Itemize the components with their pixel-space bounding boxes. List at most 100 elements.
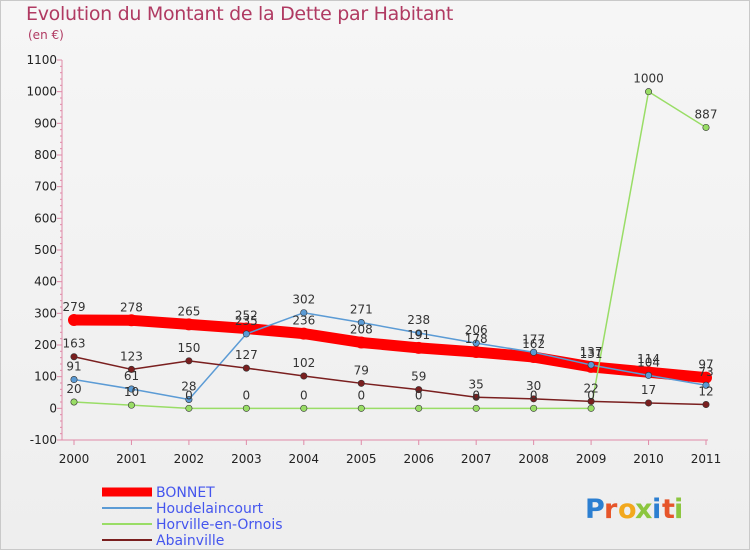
series-line-houdelaincourt: [73, 311, 707, 401]
data-point: [415, 329, 423, 337]
data-point: [242, 364, 250, 372]
data-label: 0: [357, 388, 365, 402]
legend-label: Houdelaincourt: [156, 501, 264, 517]
data-point: [587, 404, 595, 412]
data-point: [702, 401, 710, 409]
data-point: [357, 404, 365, 412]
data-point: [530, 348, 538, 356]
chart-subtitle: (en €): [28, 28, 64, 42]
y-tick-label: 100: [34, 370, 57, 384]
x-tick-label: 2003: [231, 452, 262, 466]
data-label: 150: [177, 341, 200, 355]
data-label: 131: [580, 347, 603, 361]
data-point: [70, 398, 78, 406]
data-point: [182, 318, 195, 331]
data-labels: 279 278 265 252 236 208 191 178 162 131 114 97 91 61 2…: [63, 72, 718, 403]
data-point: [127, 365, 135, 373]
y-tick-label: 200: [34, 338, 57, 352]
data-point: [125, 314, 138, 327]
data-point: [530, 395, 538, 403]
data-label: 162: [522, 337, 545, 351]
x-tick-label: 2010: [633, 452, 664, 466]
data-label: 0: [587, 388, 595, 402]
data-label: 20: [66, 382, 81, 396]
data-point: [242, 404, 250, 412]
legend-label: Horville-en-Ornois: [156, 517, 283, 533]
legend: BONNETHoudelaincourtHorville-en-OrnoisAb…: [102, 485, 283, 549]
data-label: 28: [181, 379, 196, 393]
data-label: 17: [641, 383, 656, 397]
data-label: 0: [530, 388, 538, 402]
x-tick-label: 2005: [346, 452, 377, 466]
data-point: [300, 404, 308, 412]
y-tick-label: 1100: [26, 53, 57, 67]
data-label: 137: [580, 345, 603, 359]
data-point: [357, 379, 365, 387]
data-label: 887: [695, 107, 718, 121]
series-layer: [68, 88, 712, 412]
y-tick-label: 300: [34, 306, 57, 320]
data-label: 0: [185, 388, 193, 402]
series-line-horville-en-ornois: [73, 90, 707, 410]
data-label: 0: [300, 388, 308, 402]
data-label: 61: [124, 369, 139, 383]
y-tick-label: 900: [34, 116, 57, 130]
data-label: 238: [407, 313, 430, 327]
data-label: 178: [465, 332, 488, 346]
x-tick-label: 2009: [576, 452, 607, 466]
data-point: [242, 330, 250, 338]
data-point: [587, 361, 595, 369]
y-tick-label: 700: [34, 180, 57, 194]
data-point: [297, 327, 310, 340]
data-label: 302: [292, 293, 315, 307]
data-point: [127, 401, 135, 409]
logo-letter: r: [604, 494, 618, 525]
y-tick-label: 800: [34, 148, 57, 162]
data-point: [355, 336, 368, 349]
data-point: [702, 381, 710, 389]
x-tick-label: 2000: [59, 452, 90, 466]
data-point: [530, 404, 538, 412]
data-point: [127, 385, 135, 393]
data-label: 0: [415, 388, 423, 402]
data-point: [472, 339, 480, 347]
data-label: 73: [698, 365, 713, 379]
data-label: 10: [124, 385, 139, 399]
data-label: 22: [583, 381, 598, 395]
data-point: [185, 395, 193, 403]
data-label: 235: [235, 314, 258, 328]
logo-letter: i: [652, 494, 661, 525]
data-label: 206: [465, 323, 488, 337]
logo-letter: x: [635, 494, 652, 525]
data-label: 0: [243, 388, 251, 402]
data-point: [470, 345, 483, 358]
data-label: 127: [235, 348, 258, 362]
data-label: 0: [472, 388, 480, 402]
x-tick-label: 2004: [289, 452, 320, 466]
legend-label: BONNET: [156, 485, 215, 501]
data-point: [70, 353, 78, 361]
data-label: 236: [292, 314, 315, 328]
y-tick-label: 1000: [26, 85, 57, 99]
data-point: [240, 322, 253, 335]
data-point: [70, 376, 78, 384]
data-point: [645, 88, 653, 96]
logo-letter: i: [674, 494, 683, 525]
data-label: 1000: [633, 72, 664, 86]
logo-letter: o: [618, 494, 637, 525]
data-label: 59: [411, 370, 426, 384]
series-line-bonnet: [68, 314, 712, 384]
data-point: [412, 341, 425, 354]
data-point: [357, 319, 365, 327]
data-label: 163: [63, 337, 86, 351]
data-point: [700, 371, 712, 384]
y-tick-label: 0: [49, 401, 57, 415]
y-tick-label: -100: [30, 433, 57, 447]
x-tick-label: 2011: [691, 452, 722, 466]
data-label: 278: [120, 300, 143, 314]
axes: -100010020030040050060070080090010001100…: [26, 53, 721, 466]
data-label: 35: [469, 377, 484, 391]
